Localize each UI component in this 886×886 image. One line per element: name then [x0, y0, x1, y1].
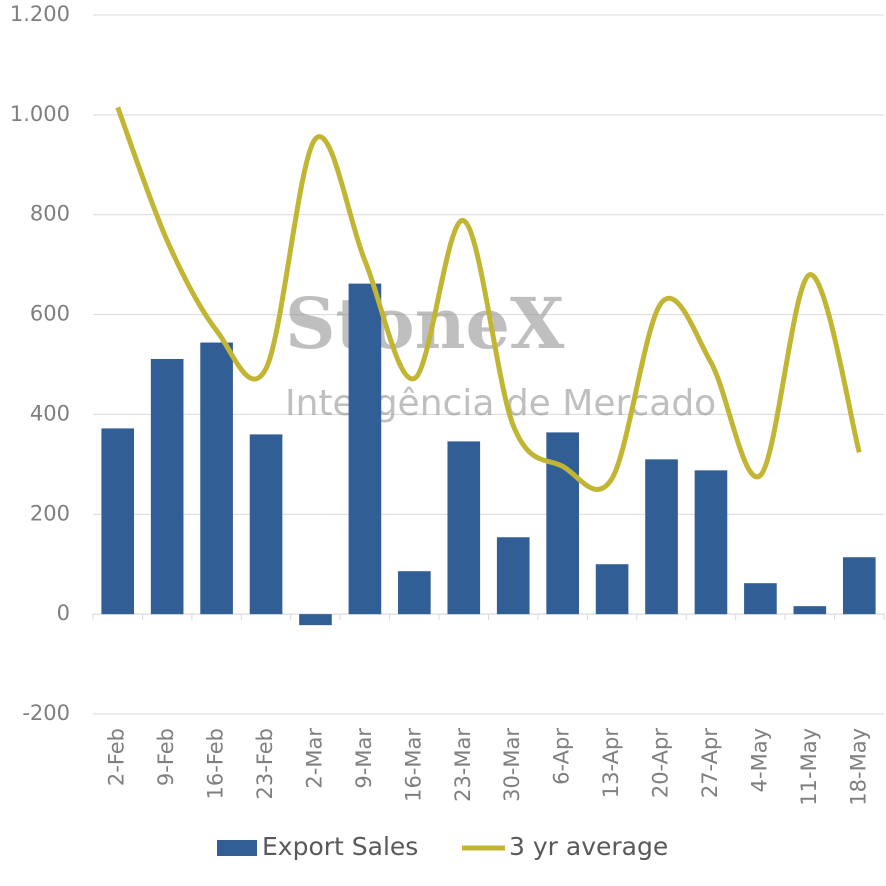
y-tick-label: 800: [30, 202, 70, 226]
line: [115, 106, 862, 492]
x-tick-label: 23-Feb: [253, 728, 277, 799]
y-tick-label: 200: [30, 501, 70, 525]
x-tick-label: 2-Mar: [302, 728, 326, 789]
bar: [101, 428, 135, 615]
legend-swatch: [217, 840, 257, 856]
bar: [842, 557, 876, 615]
bar: [348, 283, 382, 615]
bar: [645, 459, 678, 615]
y-tick-label: 600: [30, 302, 70, 326]
bar: [398, 571, 431, 615]
x-tick-label: 6-Apr: [550, 728, 574, 785]
x-tick-label: 16-Mar: [401, 728, 425, 802]
legend-label: Export Sales: [262, 832, 418, 861]
watermark-mark: ®: [520, 301, 532, 315]
bar: [200, 342, 233, 615]
x-tick-label: 4-May: [747, 728, 771, 792]
bar: [447, 441, 481, 615]
x-tick-label: 18-May: [846, 728, 870, 806]
y-tick-label: -200: [22, 701, 70, 725]
x-tick-label: 20-Apr: [649, 728, 673, 799]
x-tick-label: 30-Mar: [500, 728, 524, 802]
bar: [150, 359, 184, 615]
bar: [744, 583, 777, 615]
x-tick-label: 27-Apr: [698, 728, 722, 799]
x-tick-label: 11-May: [797, 728, 821, 806]
x-tick-label: 16-Feb: [204, 728, 228, 799]
x-tick-label: 9-Mar: [352, 728, 376, 789]
bar: [694, 470, 728, 615]
bar: [249, 434, 283, 615]
x-tick-label: 9-Feb: [154, 728, 178, 786]
y-tick-label: 1.200: [10, 2, 70, 26]
bar: [595, 564, 629, 615]
legend-label: 3 yr average: [509, 832, 668, 861]
bar: [299, 614, 332, 626]
x-tick-label: 13-Apr: [599, 728, 623, 799]
y-tick-label: 0: [57, 601, 70, 625]
y-tick-label: 400: [30, 401, 70, 425]
x-tick-label: 2-Feb: [105, 728, 129, 786]
x-tick-label: 23-Mar: [451, 728, 475, 802]
bar: [793, 606, 827, 615]
bar: [496, 537, 530, 615]
y-tick-label: 1.000: [10, 102, 70, 126]
